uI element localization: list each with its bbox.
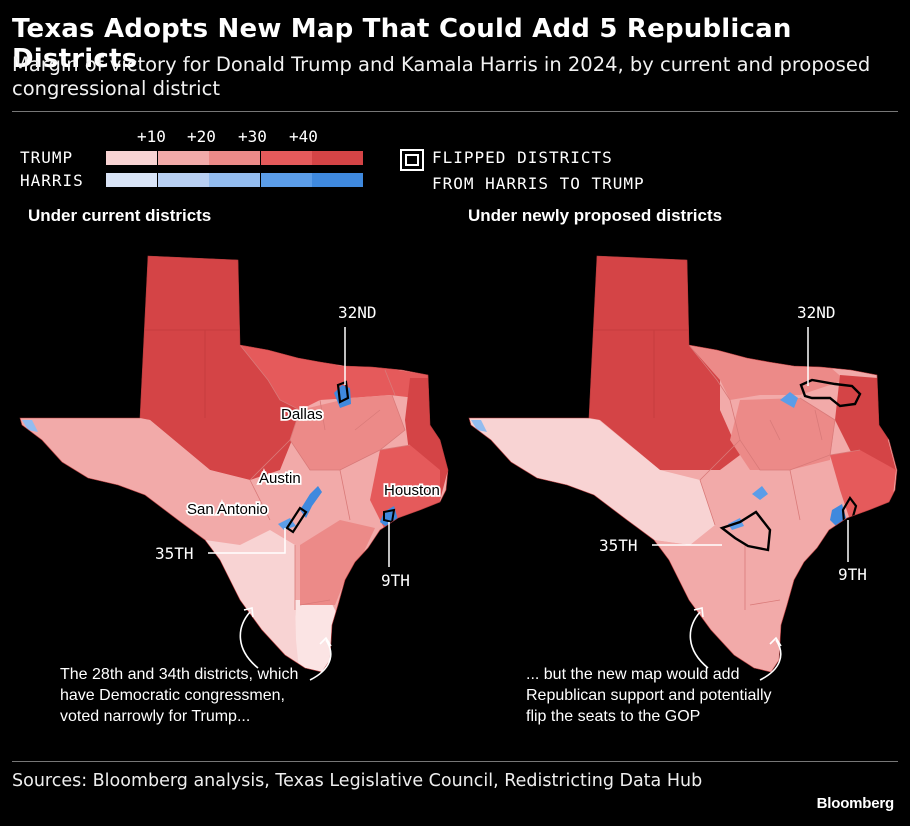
flipped-outline-32nd — [336, 380, 350, 404]
legend-flipped-line2: FROM HARRIS TO TRUMP — [432, 174, 645, 193]
harris-swatch-5 — [312, 173, 363, 187]
district-panhandle-13-19 — [140, 256, 300, 480]
houston-blue-districts — [830, 504, 846, 526]
arrow-28th-icon — [689, 611, 709, 669]
label-austin: Austin — [259, 470, 301, 487]
harris-swatch-1 — [106, 173, 157, 187]
panel-title-proposed: Under newly proposed districts — [468, 206, 723, 225]
arrow-28th-head-icon — [243, 607, 254, 618]
callout-line-35th — [208, 528, 286, 554]
footer-divider — [12, 761, 898, 762]
harris-swatch-4 — [260, 173, 312, 187]
chart-subtitle: Margin of victory for Donald Trump and K… — [12, 53, 871, 100]
label-9th: 9TH — [381, 571, 410, 590]
trump-swatch-2 — [157, 151, 209, 165]
district-borders — [688, 344, 861, 610]
district-28 — [654, 530, 750, 672]
arrow-34th-head-icon — [769, 636, 782, 647]
district-23 — [469, 400, 715, 545]
district-27 — [300, 520, 375, 605]
arrow-34th-icon — [309, 639, 332, 681]
trump-swatch-4 — [260, 151, 312, 165]
arrow-34th-head-icon — [319, 636, 332, 647]
legend-tick-40: +40 — [289, 127, 318, 146]
el-paso-blue-district — [471, 420, 487, 432]
district-borders — [239, 344, 411, 610]
district-panhandle-13-19 — [589, 256, 740, 470]
flipped-outline-32nd — [799, 378, 862, 408]
austin-blue-districts — [300, 486, 322, 518]
district-north-texas — [689, 345, 845, 400]
header-divider — [12, 111, 898, 112]
bloomberg-logo: Bloomberg — [816, 795, 895, 812]
flipped-outline-35th — [719, 510, 772, 552]
map-current-districts: 32ND Dallas Austin Houston San Antonio 3… — [19, 255, 449, 681]
label-dallas: Dallas — [281, 406, 323, 423]
flipped-district-key-icon — [400, 149, 424, 171]
trump-swatch-5 — [312, 151, 363, 165]
legend-tick-10: +10 — [137, 127, 166, 146]
trump-swatch-3 — [209, 151, 260, 165]
note-proposed: ... but the new map would add Republican… — [526, 666, 772, 725]
legend-trump-label: TRUMP — [20, 148, 74, 167]
district-central-texas — [290, 395, 405, 470]
note-current: The 28th and 34th districts, which have … — [60, 666, 299, 725]
legend-flipped-line1: FLIPPED DISTRICTS — [432, 148, 613, 167]
arrow-28th-head-icon — [693, 607, 704, 618]
label-35th: 35TH — [155, 544, 194, 563]
harris-swatch-2 — [157, 173, 209, 187]
trump-swatch-1 — [106, 151, 157, 165]
el-paso-blue-district — [22, 420, 38, 432]
district-28 — [205, 530, 300, 672]
sources: Sources: Bloomberg analysis, Texas Legis… — [12, 771, 703, 791]
harris-swatch-3 — [209, 173, 260, 187]
district-23 — [20, 400, 270, 545]
label-32nd: 32ND — [338, 303, 377, 322]
arrow-34th-icon — [759, 639, 782, 681]
map-proposed-districts: 32ND 35TH 9TH — [468, 255, 898, 681]
district-central-texas — [730, 398, 835, 470]
flipped-outline-35th — [285, 506, 308, 534]
legend-tick-20: +20 — [187, 127, 216, 146]
label-san-antonio: San Antonio — [187, 501, 268, 518]
label-35th: 35TH — [599, 536, 638, 555]
label-32nd: 32ND — [797, 303, 836, 322]
label-houston: Houston — [384, 482, 440, 499]
legend-tick-30: +30 — [238, 127, 267, 146]
chart-title: Texas Adopts New Map That Could Add 5 Re… — [12, 14, 792, 74]
dallas-blue-districts — [780, 392, 798, 408]
label-9th: 9TH — [838, 565, 867, 584]
panel-title-current: Under current districts — [28, 206, 212, 225]
district-north-texas — [240, 345, 432, 410]
legend-harris-label: HARRIS — [20, 171, 84, 190]
arrow-28th-icon — [239, 611, 259, 669]
austin-blue-districts — [752, 486, 768, 500]
